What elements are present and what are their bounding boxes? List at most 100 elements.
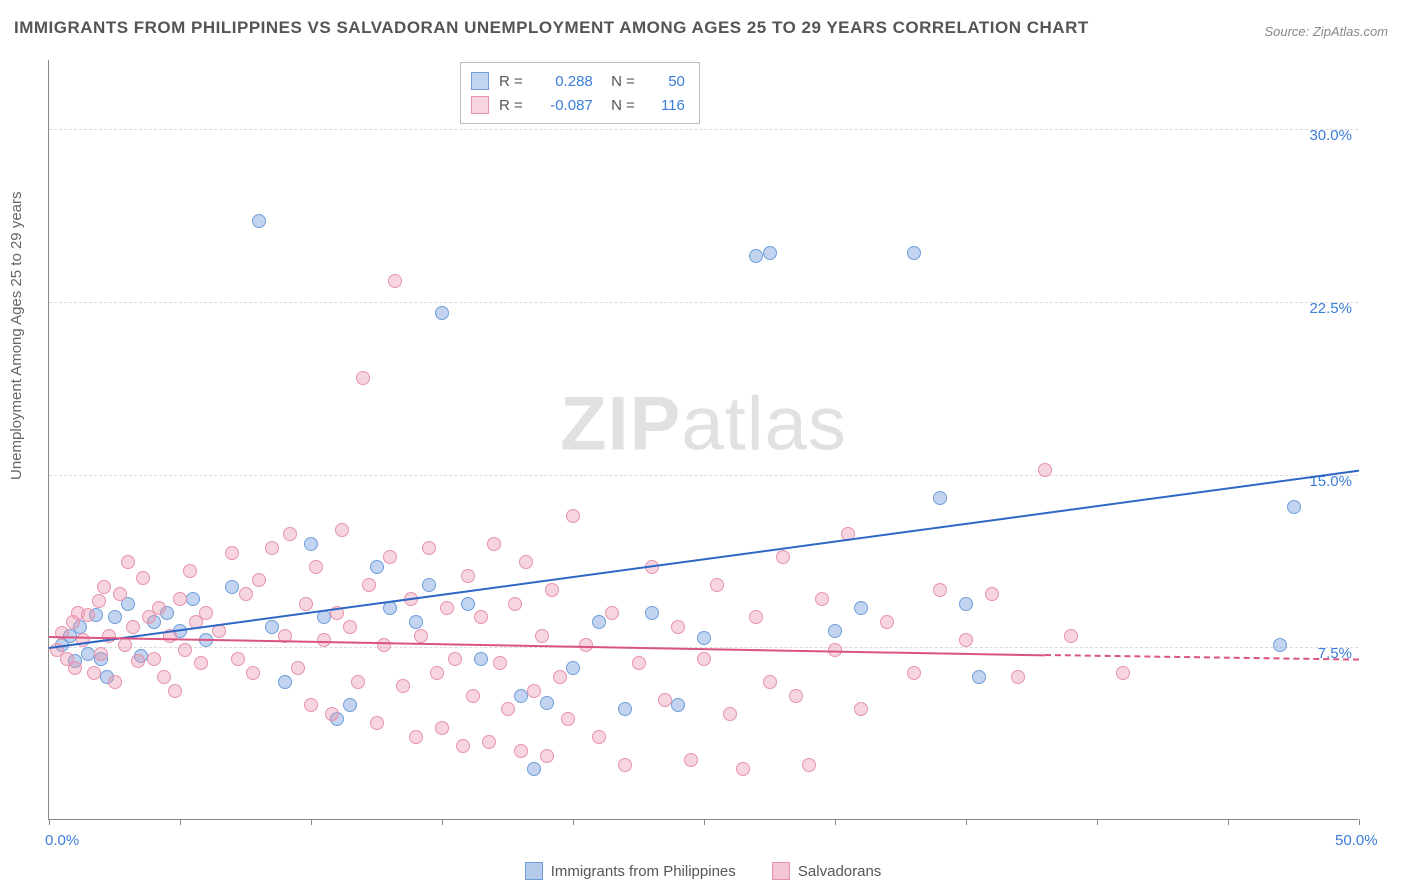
data-point	[907, 666, 921, 680]
data-point	[194, 656, 208, 670]
x-tick	[1228, 819, 1229, 825]
chart-title: IMMIGRANTS FROM PHILIPPINES VS SALVADORA…	[14, 18, 1089, 38]
data-point	[493, 656, 507, 670]
data-point	[435, 721, 449, 735]
data-point	[87, 666, 101, 680]
data-point	[409, 615, 423, 629]
data-point	[422, 578, 436, 592]
n-value-1: 116	[645, 97, 685, 114]
data-point	[697, 631, 711, 645]
data-point	[519, 555, 533, 569]
data-point	[186, 592, 200, 606]
data-point	[456, 739, 470, 753]
data-point	[1116, 666, 1130, 680]
data-point	[880, 615, 894, 629]
source-attribution: Source: ZipAtlas.com	[1264, 24, 1388, 39]
data-point	[113, 587, 127, 601]
data-point	[461, 597, 475, 611]
data-point	[985, 587, 999, 601]
data-point	[265, 541, 279, 555]
data-point	[343, 620, 357, 634]
data-point	[370, 560, 384, 574]
data-point	[131, 654, 145, 668]
data-point	[309, 560, 323, 574]
gridline	[49, 302, 1358, 303]
data-point	[933, 491, 947, 505]
data-point	[618, 758, 632, 772]
data-point	[684, 753, 698, 767]
data-point	[68, 661, 82, 675]
legend-label-0: Immigrants from Philippines	[551, 863, 736, 880]
data-point	[736, 762, 750, 776]
swatch-icon	[471, 96, 489, 114]
data-point	[126, 620, 140, 634]
data-point	[370, 716, 384, 730]
data-point	[168, 684, 182, 698]
data-point	[225, 580, 239, 594]
data-point	[749, 249, 763, 263]
data-point	[527, 684, 541, 698]
data-point	[252, 573, 266, 587]
data-point	[1273, 638, 1287, 652]
data-point	[658, 693, 672, 707]
legend-item-1: Salvadorans	[772, 862, 881, 880]
data-point	[173, 592, 187, 606]
swatch-icon	[772, 862, 790, 880]
data-point	[618, 702, 632, 716]
data-point	[362, 578, 376, 592]
data-point	[108, 610, 122, 624]
data-point	[466, 689, 480, 703]
data-point	[854, 702, 868, 716]
correlation-chart: IMMIGRANTS FROM PHILIPPINES VS SALVADORA…	[0, 0, 1406, 892]
data-point	[76, 633, 90, 647]
data-point	[377, 638, 391, 652]
data-point	[545, 583, 559, 597]
data-point	[388, 274, 402, 288]
data-point	[356, 371, 370, 385]
gridline	[49, 129, 1358, 130]
data-point	[246, 666, 260, 680]
x-tick	[1359, 819, 1360, 825]
data-point	[409, 730, 423, 744]
data-point	[81, 608, 95, 622]
data-point	[94, 647, 108, 661]
data-point	[828, 624, 842, 638]
data-point	[92, 594, 106, 608]
legend-row-series-1: R = -0.087 N = 116	[471, 93, 685, 117]
x-tick	[1097, 819, 1098, 825]
data-point	[553, 670, 567, 684]
data-point	[136, 571, 150, 585]
data-point	[335, 523, 349, 537]
data-point	[351, 675, 365, 689]
data-point	[1287, 500, 1301, 514]
trend-line	[49, 470, 1359, 649]
data-point	[514, 689, 528, 703]
data-point	[121, 555, 135, 569]
x-tick	[442, 819, 443, 825]
data-point	[508, 597, 522, 611]
data-point	[304, 698, 318, 712]
data-point	[97, 580, 111, 594]
y-tick-label: 22.5%	[1309, 300, 1352, 317]
data-point	[283, 527, 297, 541]
swatch-icon	[471, 72, 489, 90]
y-tick-label: 30.0%	[1309, 127, 1352, 144]
x-tick-label: 0.0%	[45, 832, 79, 849]
data-point	[802, 758, 816, 772]
data-point	[527, 762, 541, 776]
data-point	[1038, 463, 1052, 477]
data-point	[396, 679, 410, 693]
data-point	[697, 652, 711, 666]
data-point	[632, 656, 646, 670]
data-point	[157, 670, 171, 684]
data-point	[147, 652, 161, 666]
data-point	[907, 246, 921, 260]
data-point	[81, 647, 95, 661]
data-point	[854, 601, 868, 615]
data-point	[514, 744, 528, 758]
data-point	[435, 306, 449, 320]
plot-area: ZIPatlas 7.5%15.0%22.5%30.0%0.0%50.0%	[48, 60, 1358, 820]
y-axis-label: Unemployment Among Ages 25 to 29 years	[8, 191, 25, 480]
x-tick	[49, 819, 50, 825]
data-point	[592, 730, 606, 744]
